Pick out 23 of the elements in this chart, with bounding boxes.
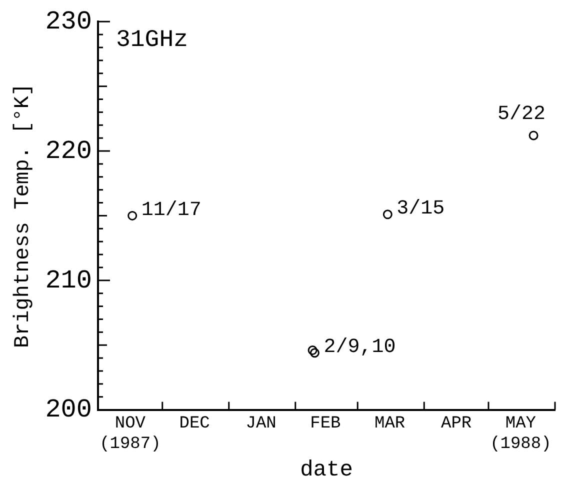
annotation: 5/22: [498, 102, 546, 126]
point: [128, 210, 138, 220]
point: [528, 130, 538, 140]
x-tick-label: FEB: [310, 414, 341, 434]
y-tick-label: 230: [45, 6, 92, 36]
x-tick-label: APR: [441, 414, 472, 434]
chart-title: 31GHz: [116, 26, 188, 54]
point: [382, 210, 392, 220]
x-tick-label: MAR: [374, 414, 406, 434]
point: [310, 348, 320, 358]
y-axis-title: Brightness Temp. [°K]: [12, 83, 36, 348]
x-axis-title: date: [300, 458, 353, 483]
x-tick-label: MAY (1988): [490, 414, 552, 454]
y-tick-label: 210: [45, 265, 92, 296]
x-tick-label: NOV (1987): [100, 414, 161, 454]
y-tick-label: 200: [45, 394, 92, 425]
y-tick-label: 220: [45, 136, 92, 166]
x-tick-label: JAN: [246, 414, 276, 434]
annotation: 2/9,10: [324, 336, 396, 360]
annotation: 11/17: [141, 198, 202, 222]
point: [308, 346, 318, 356]
annotation: 3/15: [396, 198, 445, 221]
x-tick-label: DEC: [179, 414, 210, 434]
